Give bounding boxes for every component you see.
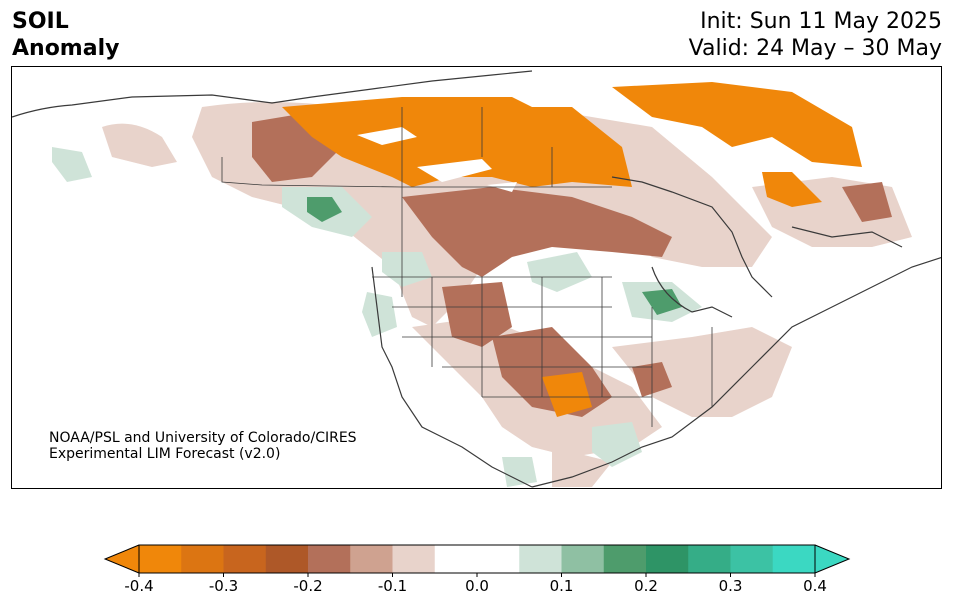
- credit-line-1: NOAA/PSL and University of Colorado/CIRE…: [49, 430, 357, 446]
- credit-text: NOAA/PSL and University of Colorado/CIRE…: [49, 430, 357, 462]
- colorbar-bin: [561, 545, 605, 573]
- colorbar-bin: [139, 545, 182, 573]
- colorbar-bin: [646, 545, 689, 573]
- colorbar-tick-label: -0.2: [293, 577, 323, 595]
- colorbar-bin: [603, 545, 647, 573]
- colorbar-tick-label: -0.3: [208, 577, 239, 595]
- colorbar-bin: [772, 545, 816, 573]
- colorbar-tick-label: -0.4: [124, 577, 154, 595]
- colorbar-bins: [139, 545, 816, 573]
- colorbar-tick-label: 0.1: [549, 577, 574, 595]
- colorbar-bin: [434, 545, 478, 573]
- colorbar-bin: [265, 545, 309, 573]
- colorbar-bin: [181, 545, 224, 573]
- coastlines: [12, 70, 941, 488]
- political-borders: [221, 107, 713, 427]
- colorbar-tick-label: 0.2: [634, 577, 658, 595]
- colorbar-outline-low: [103, 544, 140, 574]
- title-line-1: SOIL: [12, 9, 69, 34]
- colorbar-bin: [350, 545, 393, 573]
- colorbar-ticks: [138, 573, 816, 577]
- colorbar-tick-label: 0.0: [465, 577, 489, 595]
- forecast-dates: Init: Sun 11 May 2025 Valid: 24 May – 30…: [689, 8, 942, 62]
- anomaly-light-moist: [52, 147, 702, 487]
- colorbar-bin: [223, 545, 267, 573]
- colorbar-extend-low: [105, 545, 139, 573]
- valid-date: Valid: 24 May – 30 May: [688, 36, 942, 61]
- colorbar: [103, 544, 851, 577]
- colorbar-bin: [392, 545, 436, 573]
- colorbar-bin: [308, 545, 351, 573]
- colorbar-outline-high: [814, 544, 851, 574]
- colorbar-extend-high: [815, 545, 849, 573]
- init-date: Init: Sun 11 May 2025: [700, 9, 942, 34]
- colorbar-tick-label: -0.1: [377, 577, 408, 595]
- colorbar-bin: [730, 545, 774, 573]
- title-line-2: Anomaly: [12, 36, 120, 61]
- colorbar-bin: [477, 545, 520, 573]
- anomaly-strong-dry: [282, 82, 862, 417]
- colorbar-tick-label: 0.3: [718, 577, 743, 595]
- colorbar-bin: [519, 545, 562, 573]
- credit-line-2: Experimental LIM Forecast (v2.0): [49, 446, 281, 462]
- colorbar-tick-label: 0.4: [803, 577, 827, 595]
- anomaly-medium-moist: [307, 197, 682, 315]
- colorbar-bin: [688, 545, 731, 573]
- map-canvas: [12, 70, 941, 488]
- map-title: SOIL Anomaly: [12, 8, 119, 62]
- soil-anomaly-map: [11, 66, 942, 489]
